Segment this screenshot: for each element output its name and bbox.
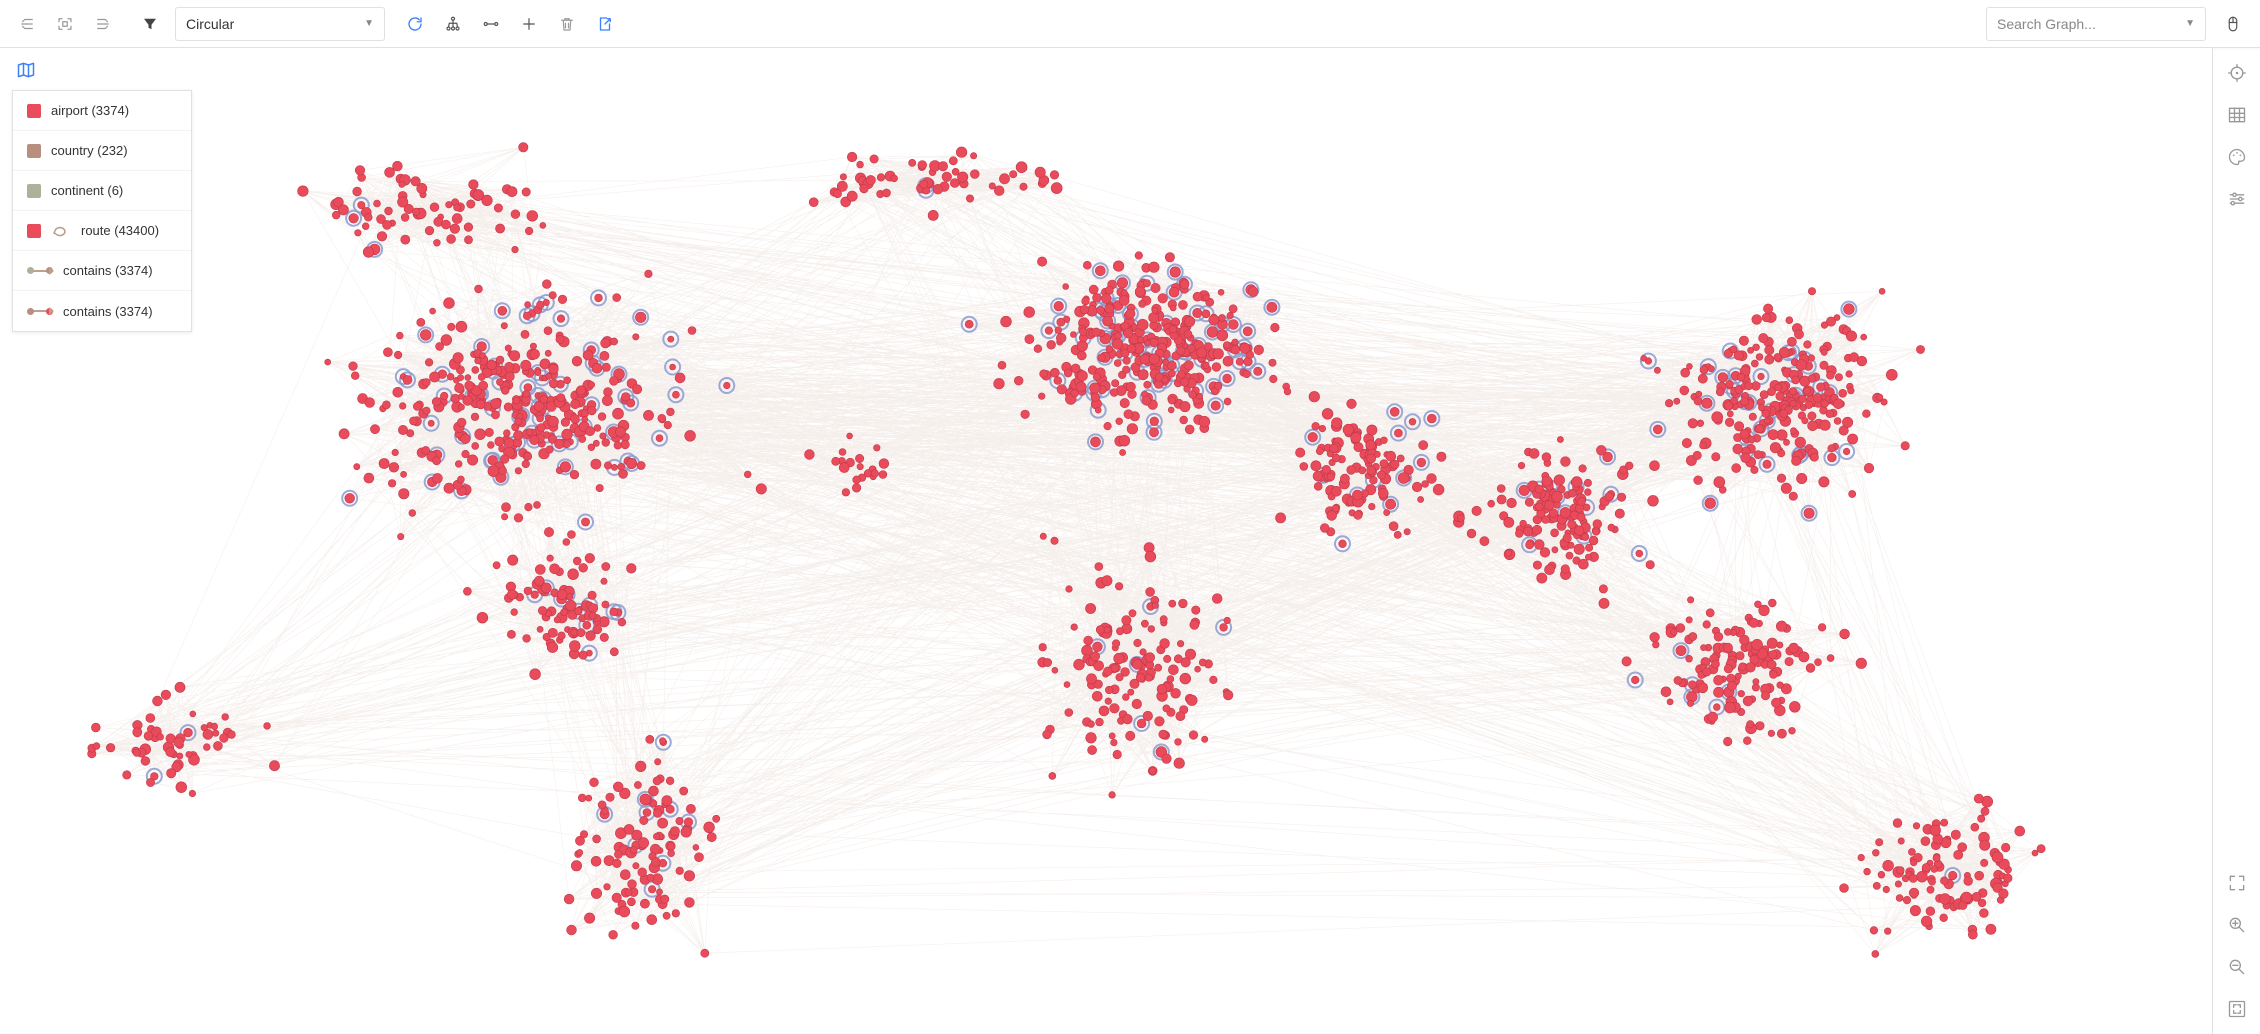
legend-swatch — [27, 104, 41, 118]
legend-label: contains (3374) — [63, 304, 153, 319]
legend-item[interactable]: contains (3374) — [13, 251, 191, 291]
expand-right-icon[interactable] — [86, 7, 120, 41]
zoom-in-icon[interactable] — [2220, 908, 2254, 942]
delete-icon[interactable] — [550, 7, 584, 41]
legend-item[interactable]: continent (6) — [13, 171, 191, 211]
chevron-down-icon: ▼ — [2185, 18, 2195, 29]
export-icon[interactable] — [588, 7, 622, 41]
legend-label: contains (3374) — [63, 263, 153, 278]
zoom-out-icon[interactable] — [2220, 950, 2254, 984]
fullscreen-icon[interactable] — [2220, 866, 2254, 900]
right-rail — [2212, 48, 2260, 1034]
collapse-left-icon[interactable] — [10, 7, 44, 41]
legend-swatch — [27, 224, 41, 238]
chevron-down-icon: ▼ — [364, 18, 374, 29]
search-placeholder: Search Graph... — [1997, 16, 2096, 32]
legend-swatch — [27, 184, 41, 198]
legend-swatch — [27, 144, 41, 158]
legend-item[interactable]: airport (3374) — [13, 91, 191, 131]
mouse-mode-icon[interactable] — [2216, 7, 2250, 41]
map-toggle-icon[interactable] — [12, 56, 40, 84]
legend-panel: airport (3374) country (232) continent (6)… — [12, 90, 192, 332]
layout-select-label: Circular — [186, 16, 234, 32]
search-input[interactable]: Search Graph... ▼ — [1986, 7, 2206, 41]
layout-select[interactable]: Circular ▼ — [175, 7, 385, 41]
legend-edge-icon — [27, 264, 53, 278]
main-area: airport (3374) country (232) continent (6)… — [0, 48, 2260, 1034]
add-edge-icon[interactable] — [474, 7, 508, 41]
legend-item[interactable]: contains (3374) — [13, 291, 191, 331]
legend-item[interactable]: country (232) — [13, 131, 191, 171]
fit-selection-icon[interactable] — [48, 7, 82, 41]
fit-screen-icon[interactable] — [2220, 992, 2254, 1026]
filter-icon[interactable] — [133, 7, 167, 41]
graph-edges — [92, 147, 2041, 954]
legend-label: route (43400) — [81, 223, 159, 238]
refresh-icon[interactable] — [398, 7, 432, 41]
legend-item[interactable]: route (43400) — [13, 211, 191, 251]
graph-svg[interactable] — [0, 48, 2212, 1034]
palette-icon[interactable] — [2220, 140, 2254, 174]
locate-icon[interactable] — [2220, 56, 2254, 90]
add-node-icon[interactable] — [512, 7, 546, 41]
legend-label: continent (6) — [51, 183, 123, 198]
legend-label: airport (3374) — [51, 103, 129, 118]
graph-canvas[interactable]: airport (3374) country (232) continent (6)… — [0, 48, 2212, 1034]
table-view-icon[interactable] — [2220, 98, 2254, 132]
legend-loop-icon — [51, 224, 71, 238]
top-toolbar: Circular ▼ Search Graph... ▼ — [0, 0, 2260, 48]
hierarchy-icon[interactable] — [436, 7, 470, 41]
legend-label: country (232) — [51, 143, 128, 158]
legend-edge-icon — [27, 304, 53, 318]
settings-sliders-icon[interactable] — [2220, 182, 2254, 216]
